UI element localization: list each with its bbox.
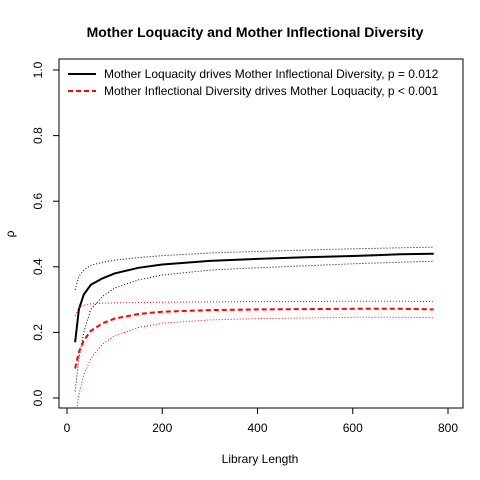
x-tick-label: 0 [64,421,71,435]
series-1-line [74,252,434,343]
x-tick-label: 200 [152,421,172,435]
series-1-upper-bound [74,246,434,290]
series-lines [74,246,434,408]
legend-entry: Mother Inflectional Diversity drives Mot… [104,84,439,98]
legend-entry: Mother Loquacity drives Mother Inflectio… [104,67,439,81]
plot-frame [58,58,464,409]
x-axis-label: Library Length [222,452,299,466]
y-tick-label: 0.0 [31,389,45,406]
series-2-upper-bound [74,300,434,317]
y-tick-label: 0.2 [31,324,45,341]
y-axis-label: ρ [3,230,17,237]
chart-title: Mother Loquacity and Mother Inflectional… [87,24,424,40]
y-axis: 0.0 0.2 0.4 0.6 0.8 1.0 [31,61,60,406]
y-tick-label: 0.6 [31,193,45,210]
y-tick-label: 0.4 [31,258,45,275]
series-2-line [74,307,434,369]
series-2-lower-bound [76,316,434,408]
x-tick-label: 400 [247,421,267,435]
x-tick-label: 600 [343,421,363,435]
legend: Mother Loquacity drives Mother Inflectio… [68,67,439,98]
series-1-lower-bound [74,260,434,392]
y-tick-label: 1.0 [31,61,45,78]
x-tick-label: 800 [438,421,458,435]
y-tick-label: 0.8 [31,127,45,144]
x-axis: 0 200 400 600 800 [64,407,458,435]
